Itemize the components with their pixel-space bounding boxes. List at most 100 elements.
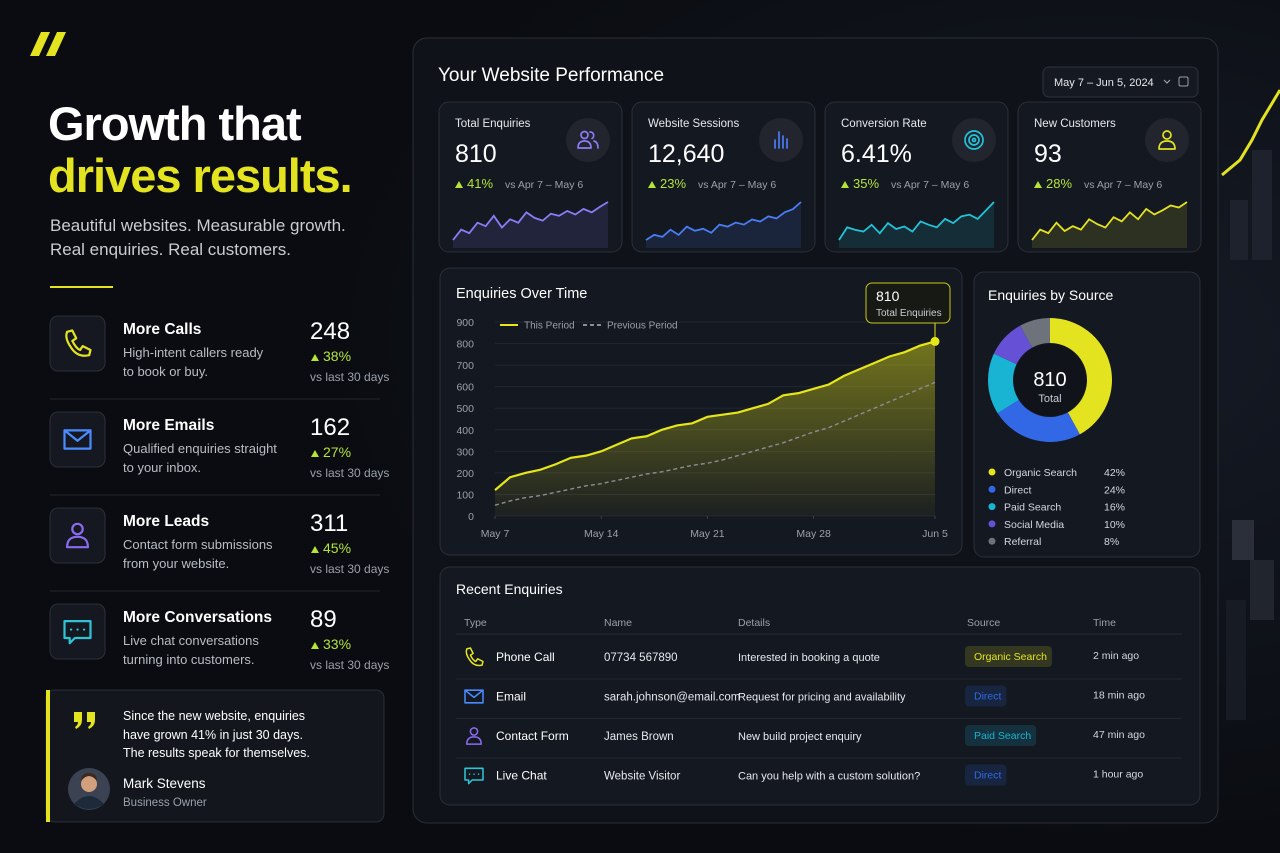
y-tick-label: 300 [456, 446, 474, 458]
feature-desc: to your inbox. [123, 460, 201, 475]
cell-time: 18 min ago [1093, 690, 1145, 702]
kpi-compare: vs Apr 7 – May 6 [891, 179, 969, 191]
icon-target [964, 130, 984, 150]
legend-value: 10% [1104, 519, 1125, 531]
icon-user [466, 727, 482, 745]
feature-change: 33% [323, 636, 351, 652]
feature-value: 248 [310, 318, 350, 345]
icon-phone [65, 329, 92, 357]
y-tick-label: 0 [468, 511, 474, 523]
y-tick-label: 600 [456, 382, 474, 394]
cell-details: Request for pricing and availability [738, 692, 906, 704]
kpi-card: Total Enquiries 810 41% vs Apr 7 – May 6 [438, 101, 623, 253]
icon-stroke [774, 131, 788, 149]
avatar [68, 768, 110, 810]
icon-user [65, 522, 90, 549]
annotation-value: 810 [876, 288, 900, 304]
deco-block [1250, 560, 1274, 620]
deco-block [1232, 520, 1254, 560]
feature-row: More Leads Contact form submissions from y… [49, 507, 389, 592]
feature-period: vs last 30 days [310, 562, 389, 576]
cell-type: Contact Form [496, 729, 569, 743]
cell-name: sarah.johnson@email.com [604, 692, 740, 704]
icon-stroke [63, 619, 92, 645]
sparkline-area [646, 202, 801, 248]
icon-stroke [63, 429, 92, 450]
date-picker[interactable]: May 7 – Jun 5, 2024 [1042, 66, 1199, 98]
up-arrow [311, 450, 319, 457]
icon-bars [774, 131, 788, 149]
date-range[interactable]: May 7 – Jun 5, 2024 [1054, 77, 1154, 89]
date-picker-box[interactable] [1042, 66, 1199, 98]
cell-time: 1 hour ago [1093, 769, 1143, 781]
icon-stroke [71, 522, 84, 536]
legend-label: Direct [1004, 484, 1032, 496]
testimonial-accent [46, 690, 50, 822]
chart-title: Enquiries Over Time [456, 286, 587, 302]
series-line [494, 381, 936, 506]
kpi-change: 23% [660, 176, 686, 191]
dashboard-title: Your Website Performance [438, 65, 664, 86]
quote-text: The results speak for themselves. [123, 746, 310, 760]
calendar-icon [1178, 76, 1189, 87]
feature-desc: High-intent callers ready [123, 345, 264, 360]
sparkline [645, 201, 802, 241]
icon-chat [464, 767, 484, 785]
feature-row: More Calls High-intent callers ready to bo… [49, 315, 389, 400]
icon-phone [465, 647, 484, 667]
feature-period: vs last 30 days [310, 466, 389, 480]
avatar-face [81, 776, 97, 792]
kpi-value: 93 [1034, 140, 1062, 168]
donut-chart: Enquiries by Source Organic Search 42% Dire… [973, 271, 1201, 558]
feature-desc: to book or buy. [123, 364, 208, 379]
cell-time: 47 min ago [1093, 729, 1145, 741]
cell-name: James Brown [604, 731, 674, 743]
x-tick-label: Jun 5 [922, 528, 948, 540]
cell-details: Interested in booking a quote [738, 652, 880, 664]
up-arrow [311, 354, 319, 361]
feature-title: More Leads [123, 513, 209, 530]
legend-value: 16% [1104, 502, 1125, 514]
icon-stroke [968, 134, 980, 146]
icon-stroke [464, 767, 484, 785]
table-title: Recent Enquiries [456, 581, 563, 597]
icon-users [577, 130, 599, 149]
kpi-card: Website Sessions 12,640 23% vs Apr 7 – May … [631, 101, 816, 253]
cell-type: Live Chat [496, 769, 547, 783]
table-header: Time [1093, 617, 1116, 629]
cell-source: Direct [974, 770, 1002, 782]
cell-source: Paid Search [974, 730, 1031, 742]
y-tick-label: 400 [456, 425, 474, 437]
kpi-value: 12,640 [648, 140, 724, 168]
kpi-icon-bg [1145, 118, 1189, 162]
table-header: Source [967, 617, 1000, 629]
kpi-compare: vs Apr 7 – May 6 [698, 179, 776, 191]
feature-desc: from your website. [123, 556, 229, 571]
feature-icon-box [49, 507, 106, 564]
author-role: Business Owner [123, 797, 207, 809]
kpi-label: Total Enquiries [455, 118, 531, 130]
chart-title: Enquiries by Source [988, 287, 1114, 303]
headline-accent: drives results. [48, 149, 352, 202]
kpi-label: Conversion Rate [841, 118, 927, 130]
icon-mail [63, 429, 92, 450]
donut-segment [1050, 318, 1112, 435]
cell-source: Direct [974, 691, 1002, 703]
icon-mail [464, 689, 484, 704]
icon-stroke [466, 736, 482, 745]
quote-text: Since the new website, enquiries [123, 709, 305, 723]
quote-icon [74, 712, 95, 729]
deco-block [1226, 600, 1246, 720]
icon-user [1158, 130, 1176, 150]
y-tick-label: 700 [456, 360, 474, 372]
icon-stroke [65, 535, 90, 549]
source-pill [965, 685, 1007, 707]
kpi-label: New Customers [1034, 118, 1116, 130]
deco-bar [1252, 150, 1272, 260]
kpi-compare: vs Apr 7 – May 6 [1084, 179, 1162, 191]
x-tick-label: May 28 [796, 528, 831, 540]
kpi-label: Website Sessions [648, 118, 739, 130]
legend-label: Paid Search [1004, 502, 1061, 514]
up-arrow [311, 642, 319, 649]
